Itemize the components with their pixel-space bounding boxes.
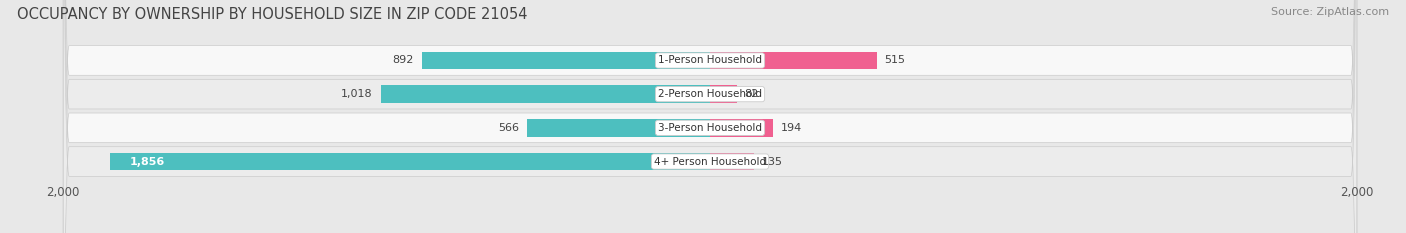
FancyBboxPatch shape — [63, 0, 1357, 233]
Bar — [527, 119, 710, 137]
FancyBboxPatch shape — [63, 0, 1357, 233]
Bar — [710, 153, 754, 170]
Text: 2-Person Household: 2-Person Household — [658, 89, 762, 99]
Text: 1,018: 1,018 — [342, 89, 373, 99]
Bar — [110, 153, 710, 170]
Text: 515: 515 — [884, 55, 905, 65]
Bar — [710, 52, 876, 69]
Text: 3-Person Household: 3-Person Household — [658, 123, 762, 133]
Text: 566: 566 — [498, 123, 519, 133]
Text: 1,856: 1,856 — [129, 157, 165, 167]
Text: 82: 82 — [745, 89, 759, 99]
Text: OCCUPANCY BY OWNERSHIP BY HOUSEHOLD SIZE IN ZIP CODE 21054: OCCUPANCY BY OWNERSHIP BY HOUSEHOLD SIZE… — [17, 7, 527, 22]
Text: 892: 892 — [392, 55, 413, 65]
Bar — [710, 86, 737, 103]
Text: Source: ZipAtlas.com: Source: ZipAtlas.com — [1271, 7, 1389, 17]
Bar — [381, 86, 710, 103]
Bar — [710, 119, 773, 137]
Text: 1-Person Household: 1-Person Household — [658, 55, 762, 65]
Text: 135: 135 — [762, 157, 783, 167]
Text: 194: 194 — [780, 123, 801, 133]
Text: 4+ Person Household: 4+ Person Household — [654, 157, 766, 167]
FancyBboxPatch shape — [63, 0, 1357, 233]
Bar — [422, 52, 710, 69]
FancyBboxPatch shape — [63, 0, 1357, 233]
